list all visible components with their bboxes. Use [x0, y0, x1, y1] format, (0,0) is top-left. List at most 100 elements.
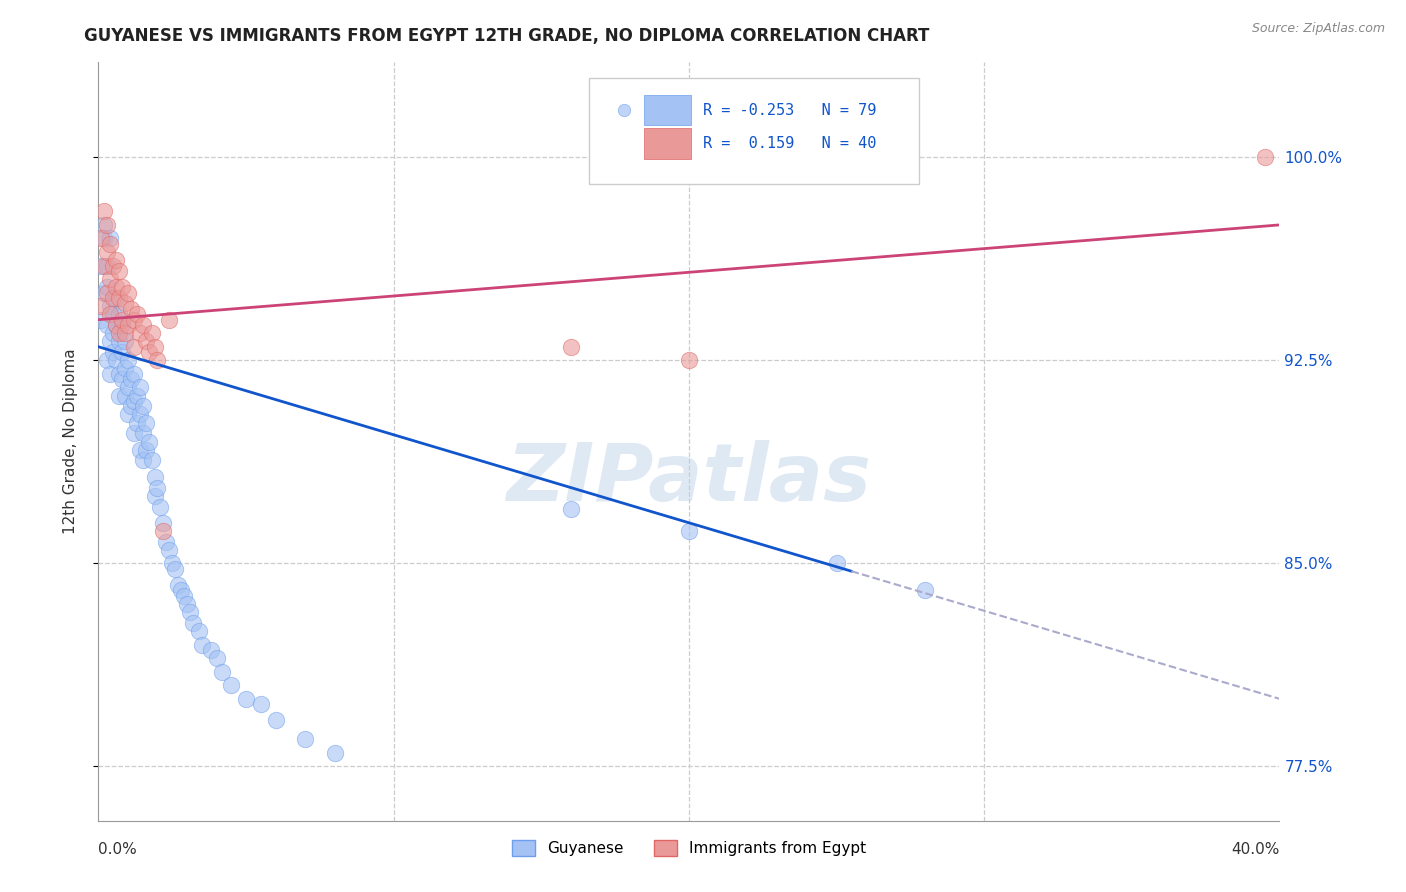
Point — [157, 312, 180, 326]
Point — [152, 524, 174, 538]
Point — [93, 231, 115, 245]
Point — [157, 542, 180, 557]
Point — [120, 372, 142, 386]
Point — [125, 388, 148, 402]
Text: R =  0.159   N = 40: R = 0.159 N = 40 — [703, 136, 876, 151]
Point — [96, 218, 118, 232]
Text: R = -0.253   N = 79: R = -0.253 N = 79 — [703, 103, 876, 118]
Point — [105, 280, 128, 294]
Point — [93, 218, 115, 232]
Point — [211, 665, 233, 679]
Point — [264, 714, 287, 728]
Point — [117, 285, 139, 300]
Point — [138, 345, 160, 359]
Text: ZIPatlas: ZIPatlas — [506, 441, 872, 518]
Point — [825, 557, 848, 571]
Point — [176, 597, 198, 611]
Point — [111, 280, 134, 294]
Point — [96, 259, 118, 273]
Point — [149, 500, 172, 514]
Point — [1254, 150, 1277, 164]
Point — [90, 231, 112, 245]
Point — [120, 400, 142, 414]
Point — [560, 502, 582, 516]
Point — [181, 615, 204, 630]
Point — [98, 334, 121, 349]
Point — [108, 334, 131, 349]
Text: 40.0%: 40.0% — [1232, 842, 1279, 857]
Point — [122, 367, 145, 381]
Point — [135, 334, 157, 349]
Point — [170, 583, 193, 598]
Bar — [644, 95, 692, 126]
Point — [162, 557, 183, 571]
Point — [200, 643, 222, 657]
Point — [103, 326, 125, 341]
Point — [146, 353, 169, 368]
Point — [155, 534, 177, 549]
Point — [111, 312, 134, 326]
Point — [135, 442, 157, 457]
Point — [323, 746, 346, 760]
Point — [98, 236, 121, 251]
Point — [98, 299, 121, 313]
Bar — [644, 128, 692, 159]
Point — [250, 697, 273, 711]
Point — [98, 307, 121, 321]
Point — [98, 231, 121, 245]
Point — [105, 291, 128, 305]
Point — [132, 426, 155, 441]
Point — [132, 453, 155, 467]
Point — [93, 204, 115, 219]
Point — [138, 434, 160, 449]
Point — [103, 345, 125, 359]
Legend: Guyanese, Immigrants from Egypt: Guyanese, Immigrants from Egypt — [506, 834, 872, 863]
Point — [128, 442, 150, 457]
Point — [105, 318, 128, 332]
Point — [125, 416, 148, 430]
Point — [111, 318, 134, 332]
Text: Source: ZipAtlas.com: Source: ZipAtlas.com — [1251, 22, 1385, 36]
Point — [117, 380, 139, 394]
Point — [132, 318, 155, 332]
Point — [132, 400, 155, 414]
Point — [114, 326, 136, 341]
Point — [105, 253, 128, 268]
Point — [96, 280, 118, 294]
Point — [560, 340, 582, 354]
Point — [98, 367, 121, 381]
Point — [141, 326, 163, 341]
FancyBboxPatch shape — [589, 78, 920, 184]
Point — [914, 583, 936, 598]
Point — [117, 408, 139, 422]
Point — [294, 732, 316, 747]
Point — [108, 307, 131, 321]
Point — [120, 301, 142, 316]
Point — [90, 312, 112, 326]
Point — [103, 291, 125, 305]
Point — [103, 307, 125, 321]
Point — [128, 408, 150, 422]
Point — [165, 562, 187, 576]
Point — [122, 393, 145, 408]
Point — [146, 481, 169, 495]
Point — [221, 678, 243, 692]
Point — [108, 326, 131, 341]
Point — [678, 353, 700, 368]
Point — [108, 291, 131, 305]
Point — [678, 524, 700, 538]
Point — [111, 345, 134, 359]
Point — [93, 285, 115, 300]
Point — [114, 334, 136, 349]
Point — [111, 372, 134, 386]
Text: GUYANESE VS IMMIGRANTS FROM EGYPT 12TH GRADE, NO DIPLOMA CORRELATION CHART: GUYANESE VS IMMIGRANTS FROM EGYPT 12TH G… — [84, 27, 929, 45]
Point — [128, 380, 150, 394]
Point — [96, 244, 118, 259]
Point — [1402, 320, 1406, 334]
Point — [179, 605, 201, 619]
Point — [167, 578, 190, 592]
Point — [143, 340, 166, 354]
Y-axis label: 12th Grade, No Diploma: 12th Grade, No Diploma — [63, 349, 77, 534]
Point — [114, 361, 136, 376]
Point — [187, 624, 209, 638]
